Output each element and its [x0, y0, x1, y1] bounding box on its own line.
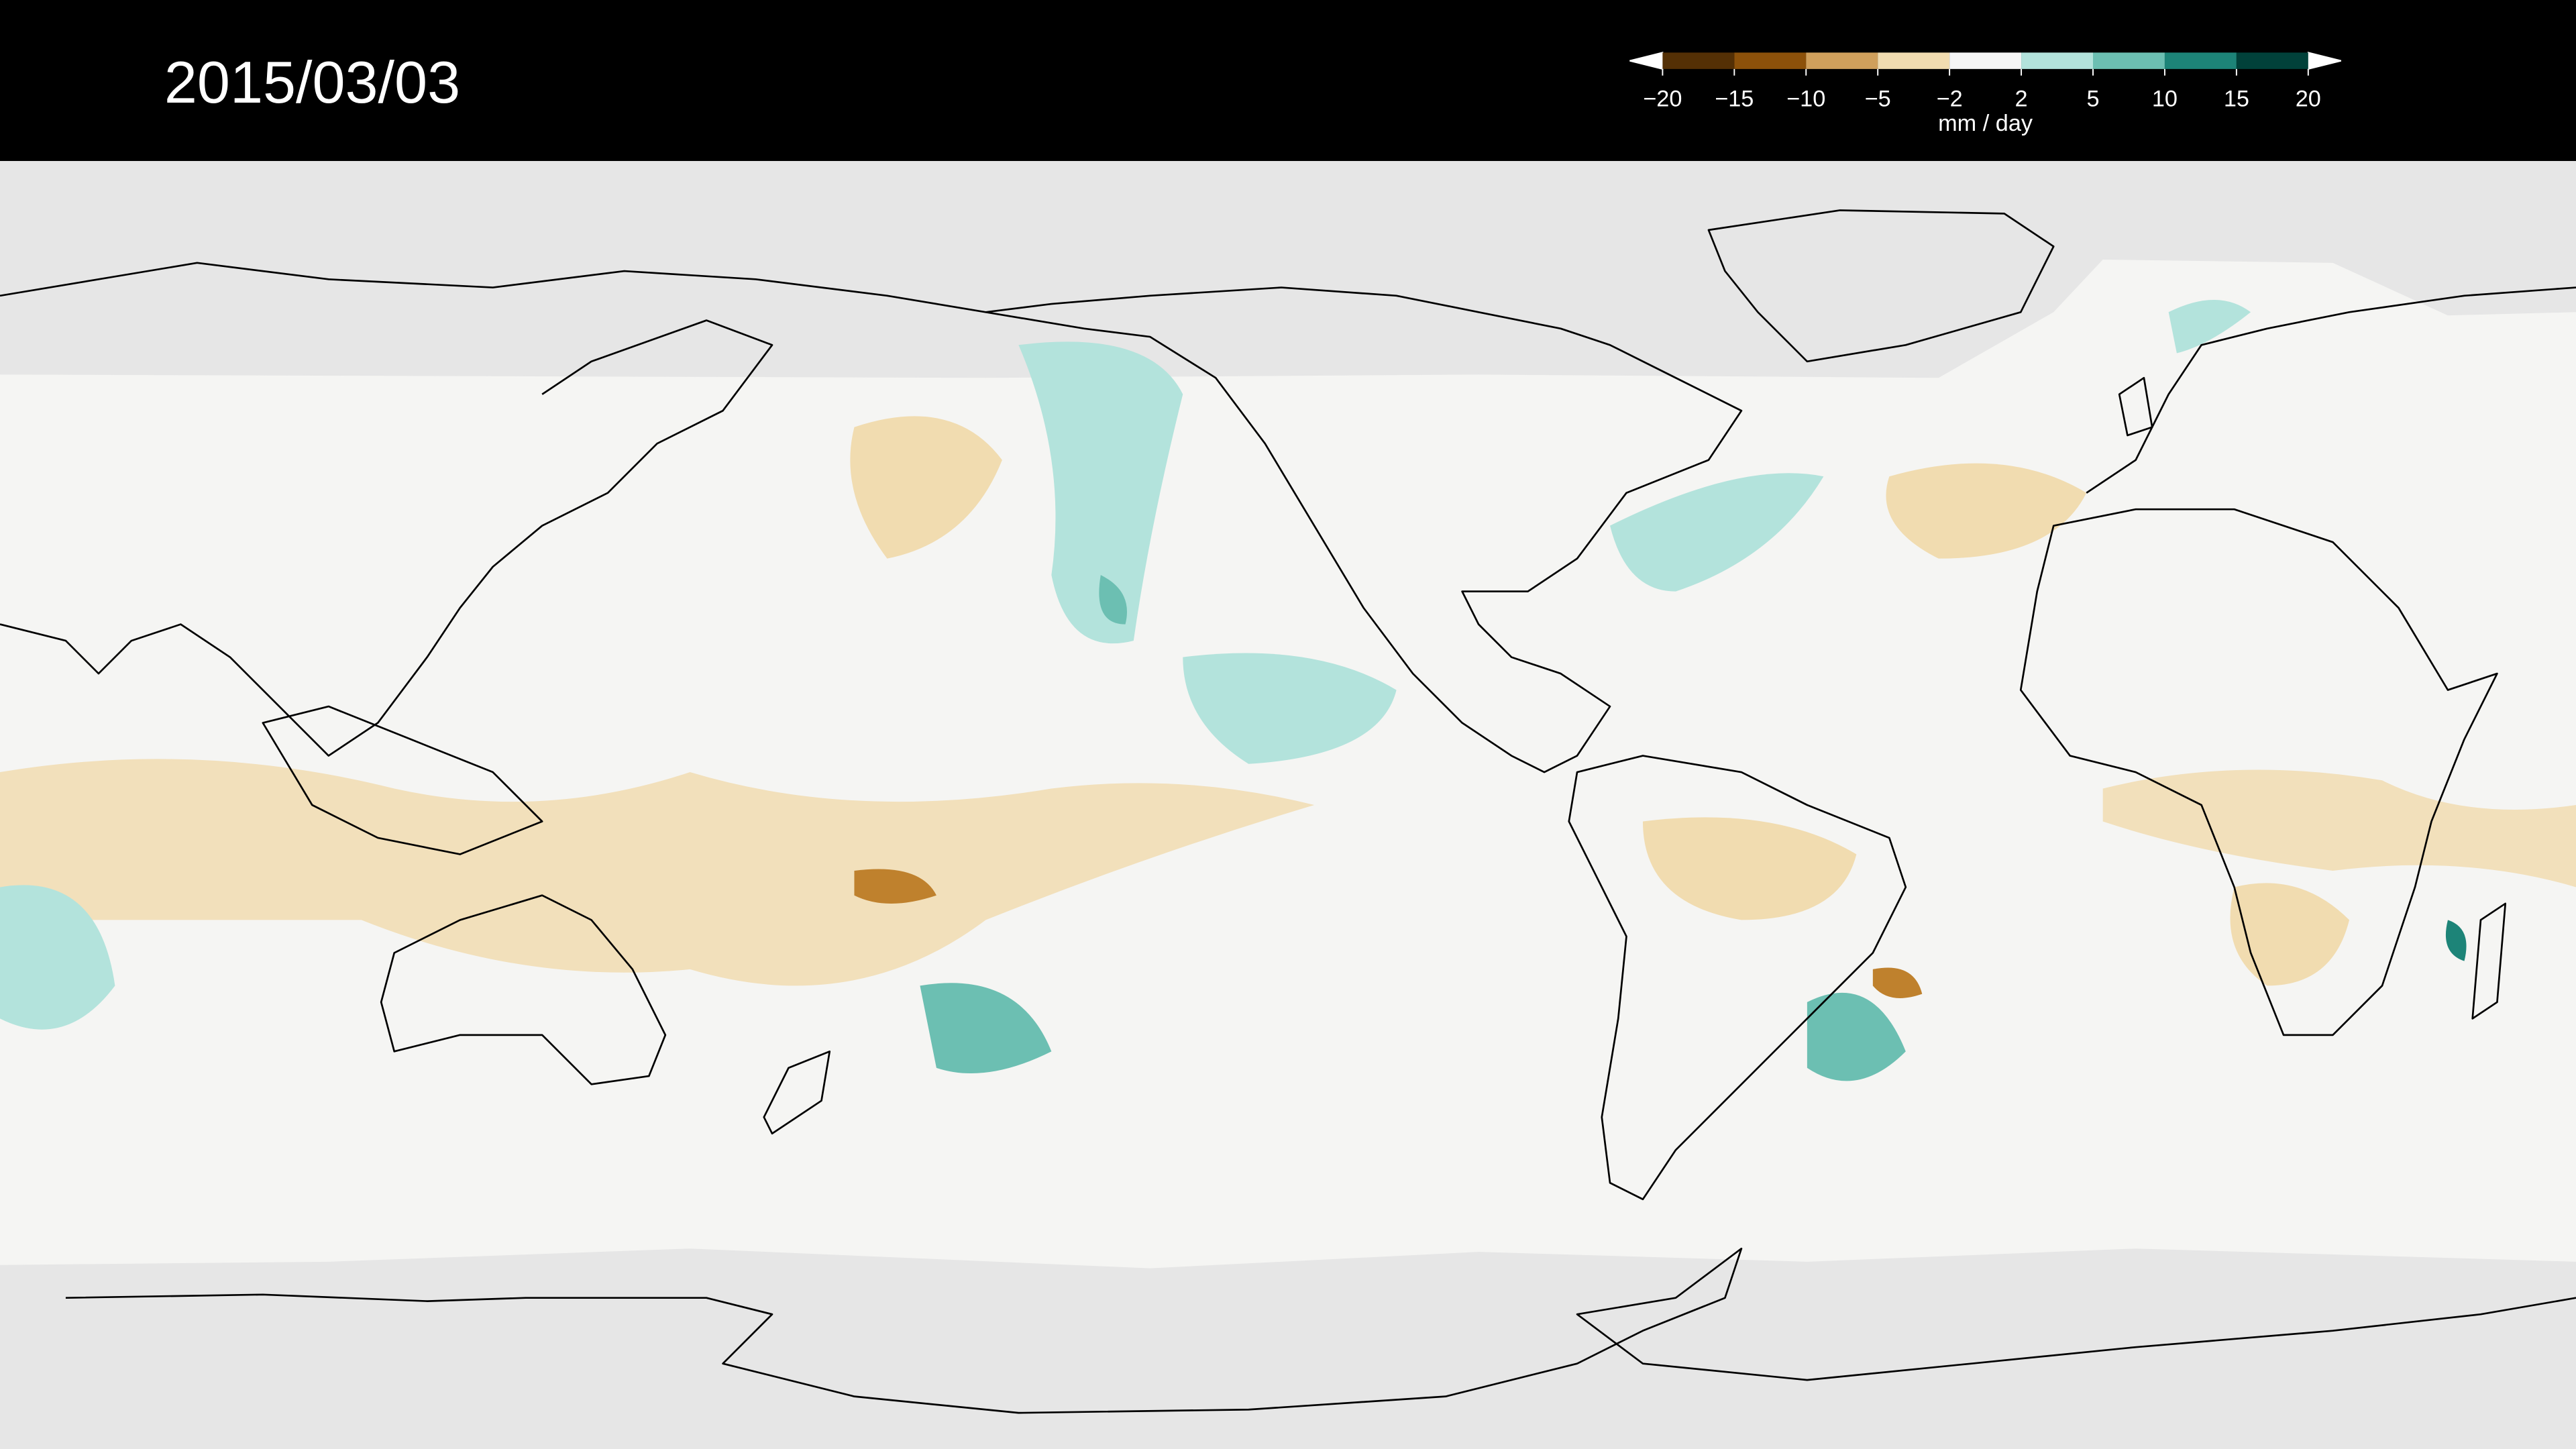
- antarctica-coast: [65, 1247, 2576, 1414]
- colorbar-tick-label: 2: [2015, 86, 2028, 111]
- colorbar-tick-label: −10: [1786, 86, 1825, 111]
- colorbar-bin: [1662, 52, 1735, 69]
- colorbar: −20 −15 −10 −5 −2 2 5 10 15 20 mm / day: [1629, 52, 2342, 136]
- polar-north-mask: [0, 161, 2576, 378]
- north-america-coast: [985, 286, 1743, 773]
- madagascar-coast: [2471, 902, 2507, 1020]
- colorbar-tick-label: 20: [2296, 86, 2321, 111]
- colorbar-tick-label: −15: [1715, 86, 1754, 111]
- colorbar-bin: [2021, 52, 2093, 69]
- australia-coast: [380, 894, 667, 1085]
- header-bar: [0, 0, 2576, 161]
- europe-coast: [2086, 286, 2576, 494]
- map: [0, 161, 2576, 1449]
- colorbar-unit-label: mm / day: [1938, 111, 2033, 136]
- date-title: 2015/03/03: [164, 49, 460, 115]
- greenland-coast: [1707, 209, 2055, 363]
- colorbar-bin: [1734, 52, 1807, 69]
- colorbar-tick-label: −20: [1643, 86, 1682, 111]
- colorbar-bin: [2164, 52, 2237, 69]
- britain-coast: [2118, 376, 2153, 437]
- coastlines: [0, 209, 2576, 1414]
- colorbar-bin: [1949, 52, 2022, 69]
- anomaly-shading: [0, 299, 2576, 1081]
- colorbar-bin: [2236, 52, 2308, 69]
- africa-coast: [2019, 508, 2498, 1036]
- south-america-coast: [1568, 755, 1907, 1201]
- colorbar-bin: [1806, 52, 1878, 69]
- colorbar-tick-label: 5: [2086, 86, 2099, 111]
- colorbar-tick-label: 10: [2152, 86, 2178, 111]
- polar-south-mask: [0, 1248, 2576, 1449]
- colorbar-bin: [1878, 52, 1950, 69]
- asia-coast: [0, 319, 773, 757]
- maritime-continent-coast: [262, 705, 543, 855]
- colorbar-tick-label: −2: [1937, 86, 1963, 111]
- colorbar-tick-label: 15: [2224, 86, 2249, 111]
- colorbar-tick-label: −5: [1865, 86, 1891, 111]
- siberia-coast: [0, 262, 986, 313]
- colorbar-bin: [2093, 52, 2165, 69]
- new-zealand-coast: [763, 1051, 831, 1135]
